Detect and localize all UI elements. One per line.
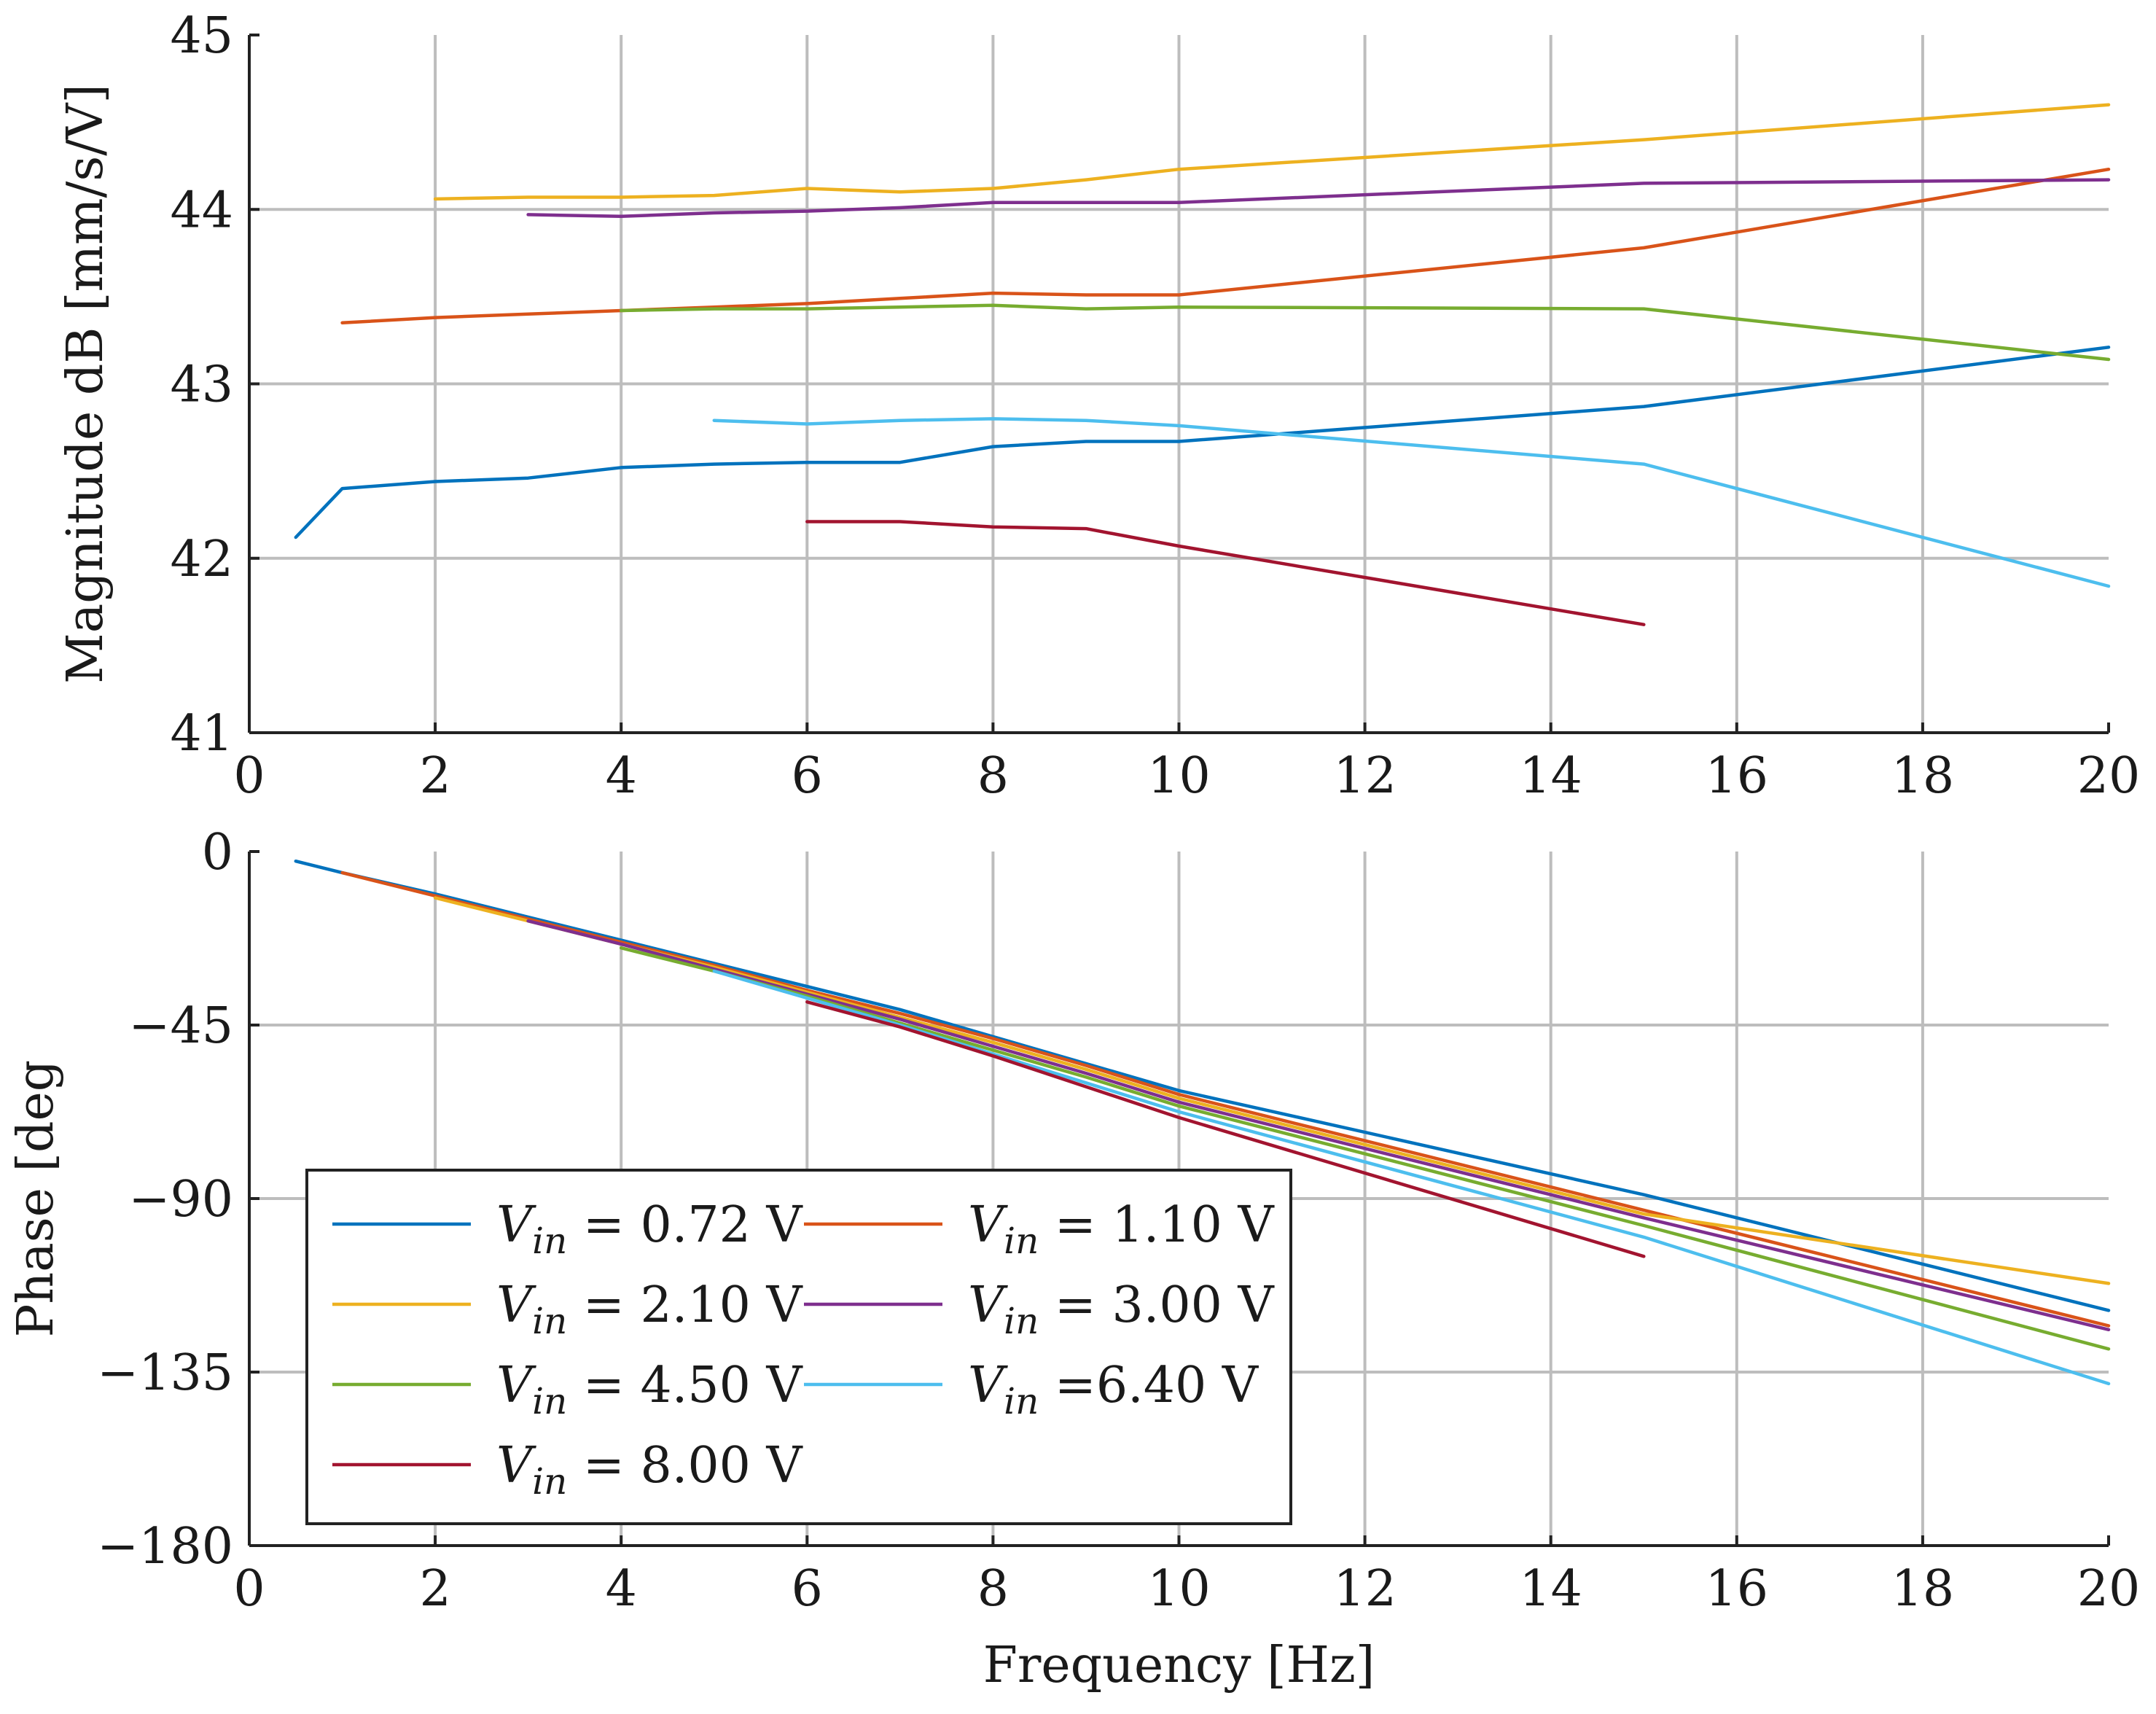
x-tick-label: 2 (419, 1560, 450, 1618)
y-tick-label: 45 (170, 7, 233, 65)
series-line-2 (340, 167, 2111, 325)
series-line-7 (805, 520, 1646, 626)
x-tick-label: 6 (792, 1560, 823, 1618)
legend: Vin = 0.72 V Vin = 1.10 V Vin = 2.10 V Vin … (305, 1169, 1292, 1525)
y-tick-label: 42 (170, 531, 233, 588)
x-tick-label: 8 (977, 1560, 1009, 1618)
y-tick-label: −180 (97, 1518, 233, 1575)
y-tick-label: −135 (97, 1344, 233, 1402)
x-tick-label: 14 (1519, 747, 1582, 805)
legend-label: Vin =6.40 V (968, 1357, 1259, 1422)
y-axis-title: Magnitude dB [mm/s/V] (57, 84, 114, 684)
y-tick-label: −90 (128, 1171, 233, 1228)
x-tick-label: 6 (792, 747, 823, 805)
x-tick-label: 12 (1333, 747, 1397, 805)
legend-label: Vin = 1.10 V (968, 1196, 1276, 1262)
legend-label: Vin = 3.00 V (968, 1277, 1276, 1342)
series-line-1 (294, 859, 2111, 1312)
x-tick-label: 12 (1333, 1560, 1397, 1618)
series-line-3 (433, 103, 2111, 201)
legend-label: Vin = 8.00 V (496, 1437, 804, 1503)
legend-label: Vin = 4.50 V (496, 1357, 804, 1422)
y-tick-label: 41 (170, 705, 233, 763)
series-line-2 (340, 870, 2111, 1328)
x-axis-title: Frequency [Hz] (983, 1637, 1375, 1694)
x-tick-label: 20 (2077, 747, 2141, 805)
x-tick-label: 4 (606, 1560, 637, 1618)
series-line-5 (619, 303, 2111, 362)
x-tick-label: 8 (977, 747, 1009, 805)
series-line-6 (712, 969, 2111, 1386)
phase-plot: 0 2 4 6 8 10 12 14 16 18 20 0 −45 −90 −135 −180 Phase [d… (7, 824, 2140, 1694)
x-tick-label: 18 (1891, 747, 1955, 805)
y-tick-label: 43 (170, 357, 233, 414)
x-tick-label: 10 (1147, 747, 1211, 805)
x-tick-label: 20 (2077, 1560, 2141, 1618)
x-tick-label: 14 (1519, 1560, 1582, 1618)
series-line-7 (805, 1000, 1646, 1258)
x-tick-label: 18 (1891, 1560, 1955, 1618)
series-line-4 (526, 178, 2111, 219)
legend-label: Vin = 2.10 V (496, 1277, 804, 1342)
y-tick-label: 44 (170, 182, 233, 239)
magnitude-plot: 0 2 4 6 8 10 12 14 16 18 20 41 42 43 44 45 Magnitude dB … (57, 7, 2140, 805)
x-tick-label: 2 (419, 747, 450, 805)
series-line-6 (712, 417, 2111, 588)
x-tick-label: 0 (233, 1560, 265, 1618)
series-line-4 (526, 919, 2111, 1332)
y-tick-label: −45 (128, 997, 233, 1055)
y-tick-label: 0 (202, 824, 233, 881)
x-tick-label: 0 (233, 747, 265, 805)
y-axis-title: Phase [deg (7, 1060, 65, 1338)
x-tick-label: 16 (1706, 1560, 1769, 1618)
series-line-1 (294, 346, 2111, 539)
legend-label: Vin = 0.72 V (496, 1196, 804, 1262)
x-tick-label: 10 (1147, 1560, 1211, 1618)
x-tick-label: 16 (1706, 747, 1769, 805)
x-tick-label: 4 (606, 747, 637, 805)
